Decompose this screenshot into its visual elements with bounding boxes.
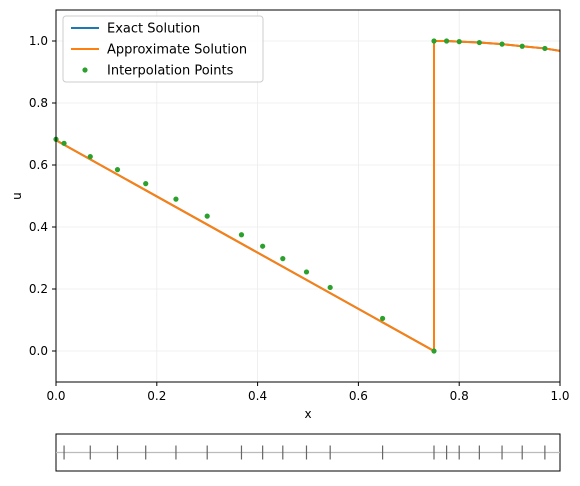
interpolation-point [327,284,333,291]
interpolation-point [114,167,121,173]
legend-entry: Exact Solution [107,22,200,37]
interpolation-point [87,154,93,160]
y-tick-label: 0.0 [29,344,48,358]
interpolation-point [456,39,462,45]
interpolation-point [431,348,437,354]
interpolation-point [173,196,179,202]
interpolation-point [444,38,450,44]
legend-entry: Interpolation Points [107,64,234,79]
legend-swatch [82,67,88,73]
interpolation-point [143,181,149,187]
x-tick-label: 0.0 [46,389,65,403]
interpolation-point [260,243,266,249]
interpolation-point [303,269,310,275]
legend-box [62,15,264,83]
x-tick-label: 0.4 [248,389,267,403]
interpolation-point [61,140,67,146]
plot-frame [55,9,561,383]
interpolation-point [431,38,437,44]
interpolation-point [519,43,525,49]
interpolation-point-strip [55,433,561,472]
interpolation-point [204,213,210,219]
series-line-approximate-solution [55,40,561,352]
interpolation-point [476,39,482,46]
interpolation-point [280,256,286,262]
y-tick-label: 0.4 [29,220,48,234]
y-tick-label: 0.6 [29,158,48,172]
y-tick-label: 0.8 [29,96,48,110]
interpolation-point [238,232,245,238]
interpolation-point [379,315,386,322]
interpolation-point [542,45,548,52]
legend-entry: Approximate Solution [107,43,247,58]
y-tick-label: 1.0 [29,34,48,48]
x-tick-label: 0.6 [349,389,368,403]
x-tick-label: 0.8 [450,389,469,403]
x-tick-label: 1.0 [550,389,569,403]
legend: Exact Solution Approximate Solution Interp… [62,15,264,83]
y-tick-label: 0.2 [29,282,48,296]
x-axis-label: x [304,407,311,421]
y-axis-label: u [10,192,24,200]
interpolation-point [499,41,505,47]
x-tick-label: 0.2 [147,389,166,403]
